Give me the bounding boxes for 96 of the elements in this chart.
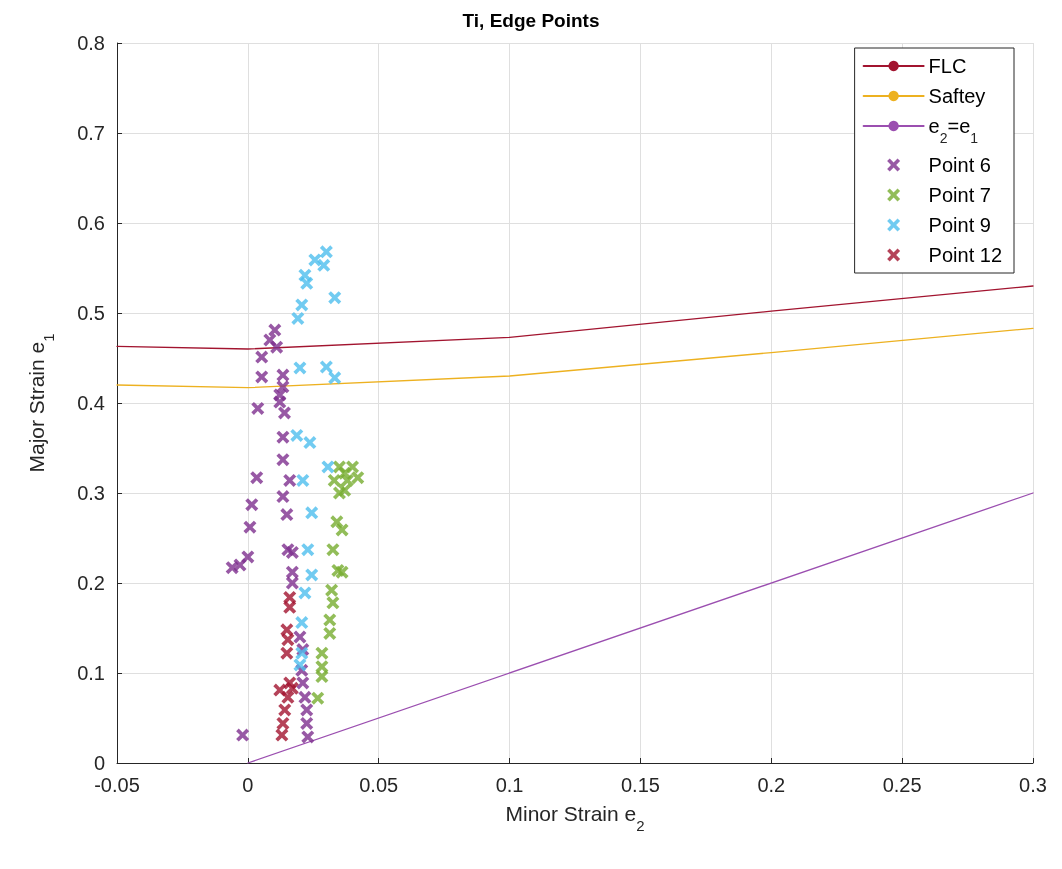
point — [300, 716, 314, 730]
point — [326, 543, 340, 557]
point — [268, 323, 282, 337]
point — [276, 453, 290, 467]
point — [298, 690, 312, 704]
x-tick-label: 0.1 — [495, 774, 524, 796]
x-tick-label: 0.25 — [882, 774, 922, 796]
point — [283, 600, 297, 614]
y-tick-label: 0.4 — [77, 392, 105, 414]
point — [335, 565, 349, 579]
point — [285, 565, 299, 579]
point — [295, 616, 309, 630]
point — [305, 506, 319, 520]
point — [325, 583, 339, 597]
point — [332, 486, 346, 500]
point — [301, 543, 315, 557]
point — [311, 691, 325, 705]
point — [298, 586, 312, 600]
point — [255, 370, 269, 384]
point — [315, 646, 329, 660]
point — [293, 658, 307, 672]
y-tick-label: 0 — [93, 752, 105, 774]
point — [225, 561, 239, 575]
point — [315, 670, 329, 684]
point — [335, 523, 349, 537]
point — [295, 298, 309, 312]
point — [285, 681, 299, 695]
x-tick-label: 0.2 — [757, 774, 786, 796]
chart-title: Ti, Edge Points — [462, 10, 600, 31]
point — [328, 291, 342, 305]
point — [290, 428, 304, 442]
point — [276, 430, 290, 444]
point — [276, 368, 290, 382]
y-tick-label: 0.2 — [77, 572, 105, 594]
point — [296, 473, 310, 487]
point — [280, 646, 294, 660]
point — [270, 340, 284, 354]
point — [317, 258, 331, 272]
point — [338, 466, 352, 480]
y-tick-label: 0.5 — [77, 302, 105, 324]
y-tick-label: 0.8 — [77, 32, 105, 54]
point — [293, 630, 307, 644]
point — [301, 730, 315, 744]
legend-label: Point 7 — [928, 184, 991, 206]
point — [305, 568, 319, 582]
legend-label: Saftey — [928, 85, 986, 107]
point — [323, 626, 337, 640]
point — [327, 473, 341, 487]
point — [278, 406, 291, 420]
legend-label: Point 6 — [928, 154, 991, 176]
point — [281, 690, 295, 704]
point — [285, 545, 299, 559]
point — [273, 395, 287, 409]
point — [351, 471, 365, 485]
point — [326, 596, 340, 610]
x-tick-label: 0 — [242, 774, 254, 796]
point — [300, 703, 314, 717]
point — [281, 633, 295, 647]
point — [296, 676, 310, 690]
point — [328, 371, 342, 385]
point — [291, 311, 305, 325]
x-tick-label: 0.15 — [620, 774, 660, 796]
point — [323, 613, 337, 627]
y-tick-label: 0.6 — [77, 212, 105, 234]
point — [319, 360, 333, 374]
point — [321, 460, 335, 474]
line-series — [116, 285, 1034, 350]
y-tick-label: 0.7 — [77, 122, 105, 144]
point — [319, 245, 333, 259]
point — [275, 728, 289, 742]
line-series — [116, 327, 1034, 389]
point — [241, 550, 255, 564]
point — [251, 401, 265, 415]
y-tick-label: 0.3 — [77, 482, 105, 504]
point — [276, 490, 290, 504]
point — [243, 520, 257, 534]
y-axis-title: Major Strain e1 — [25, 333, 57, 473]
point — [300, 276, 314, 290]
point — [293, 361, 307, 375]
y-tick-label: 0.1 — [77, 662, 105, 684]
point — [250, 471, 264, 485]
point — [280, 508, 294, 522]
legend-label: FLC — [928, 55, 967, 77]
point — [278, 703, 292, 717]
x-tick-label: -0.05 — [94, 774, 140, 796]
point — [236, 728, 250, 742]
point — [255, 350, 269, 364]
point — [283, 473, 297, 487]
legend-label: Point 9 — [928, 214, 991, 236]
x-tick-label: 0.3 — [1019, 774, 1047, 796]
point — [285, 576, 299, 590]
x-tick-label: 0.05 — [359, 774, 399, 796]
point — [245, 498, 259, 512]
point — [276, 716, 290, 730]
point — [303, 436, 317, 450]
legend-label: Point 12 — [928, 244, 1002, 266]
